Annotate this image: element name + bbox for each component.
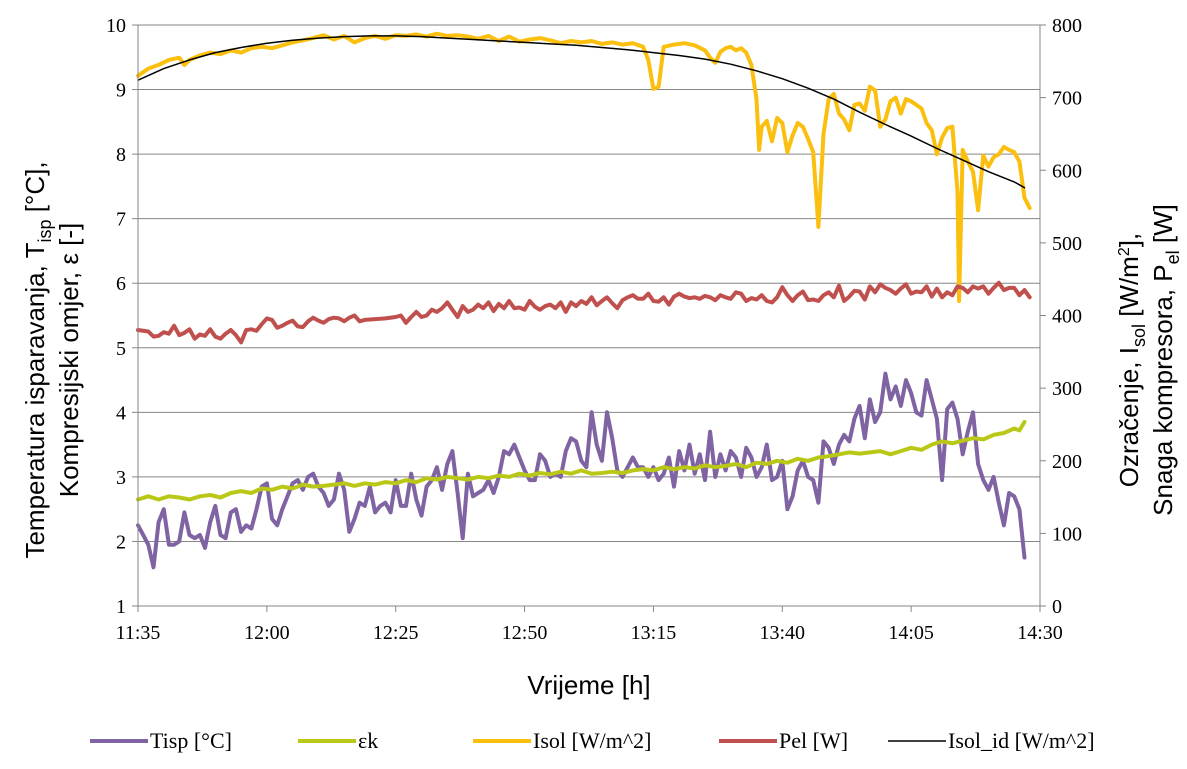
y-left-tick-label: 4 bbox=[116, 402, 126, 424]
left-axis-label-line1: Temperatura isparavanja, Tisp [°C], bbox=[20, 161, 55, 558]
series-line-3 bbox=[136, 280, 1032, 345]
series-line-2 bbox=[136, 31, 1032, 303]
y-right-tick-label: 600 bbox=[1052, 160, 1082, 182]
right-axis-label-line1-unit: [W/m bbox=[1114, 256, 1144, 324]
legend-label: Pel [W] bbox=[779, 728, 848, 753]
right-axis-label-line2-main: Snaga kompresora, P bbox=[1148, 264, 1178, 515]
x-tick-label: 12:50 bbox=[502, 622, 548, 644]
y-right-tick-label: 0 bbox=[1052, 596, 1062, 618]
y-left-tick-label: 7 bbox=[116, 209, 126, 231]
y-left-tick-label: 1 bbox=[116, 596, 126, 618]
legend-label: Isol_id [W/m^2] bbox=[948, 728, 1095, 753]
x-tick-label: 14:30 bbox=[1017, 622, 1063, 644]
right-axis-label-line1-main: Ozračenje, I bbox=[1114, 347, 1144, 487]
right-axis-label-line2: Snaga kompresora, Pel [W] bbox=[1148, 204, 1183, 516]
x-axis-label: Vrijeme [h] bbox=[527, 670, 650, 700]
x-tick-label: 11:35 bbox=[116, 622, 161, 644]
series-layer bbox=[136, 31, 1032, 570]
x-tick-label: 12:00 bbox=[244, 622, 290, 644]
right-axis-label-line1-sup: 2 bbox=[1116, 247, 1133, 256]
right-axis-label-line2-unit: [W] bbox=[1148, 204, 1178, 250]
left-axis-label-line1-sub: isp bbox=[35, 220, 55, 243]
right-axis-label: Ozračenje, Isol [W/m2], Snaga kompresora… bbox=[1114, 204, 1183, 516]
y-right-tick-label: 700 bbox=[1052, 88, 1082, 110]
x-tick-label: 13:15 bbox=[631, 622, 677, 644]
left-axis-label-line1-unit: [°C], bbox=[20, 161, 50, 219]
y-right-tick-label: 100 bbox=[1052, 523, 1082, 545]
series-line-1 bbox=[136, 420, 1027, 502]
y-right-tick-label: 300 bbox=[1052, 378, 1082, 400]
left-axis-label-line2: Kompresijski omjer, ε [-] bbox=[54, 223, 84, 498]
left-axis-label: Temperatura isparavanja, Tisp [°C], Komp… bbox=[20, 161, 84, 558]
y-right-tick-label: 500 bbox=[1052, 233, 1082, 255]
y-left-tick-label: 3 bbox=[116, 467, 126, 489]
axes bbox=[132, 24, 1046, 612]
right-axis-label-line1: Ozračenje, Isol [W/m2], bbox=[1114, 233, 1149, 487]
right-axis-label-line1-sub: sol bbox=[1129, 324, 1149, 347]
gridlines bbox=[138, 24, 1040, 607]
legend: Tisp [°C] εk Isol [W/m^2] Pel [W] Isol_id [W… bbox=[90, 728, 1095, 753]
y-left-tick-label: 6 bbox=[116, 273, 126, 295]
right-axis-label-line2-sub: el bbox=[1163, 250, 1183, 264]
y-left-tick-label: 10 bbox=[106, 15, 126, 37]
y-left-tick-label: 8 bbox=[116, 144, 126, 166]
x-tick-label: 13:40 bbox=[760, 622, 806, 644]
tick-labels: 12345678910010020030040050060070080011:3… bbox=[106, 15, 1082, 644]
legend-label: Tisp [°C] bbox=[150, 728, 232, 753]
x-tick-label: 12:25 bbox=[373, 622, 419, 644]
legend-label: Isol [W/m^2] bbox=[533, 728, 651, 753]
y-right-tick-label: 400 bbox=[1052, 306, 1082, 328]
y-left-tick-label: 5 bbox=[116, 338, 126, 360]
legend-label: εk bbox=[358, 728, 378, 753]
y-right-tick-label: 200 bbox=[1052, 451, 1082, 473]
y-right-tick-label: 800 bbox=[1052, 15, 1082, 37]
x-tick-label: 14:05 bbox=[888, 622, 934, 644]
series-line-4 bbox=[137, 35, 1026, 189]
y-left-tick-label: 2 bbox=[116, 531, 126, 553]
left-axis-label-line1-main: Temperatura isparavanja, T bbox=[20, 242, 50, 558]
right-axis-label-line1-end: ], bbox=[1114, 233, 1144, 247]
series-line-0 bbox=[136, 371, 1027, 570]
y-left-tick-label: 9 bbox=[116, 80, 126, 102]
